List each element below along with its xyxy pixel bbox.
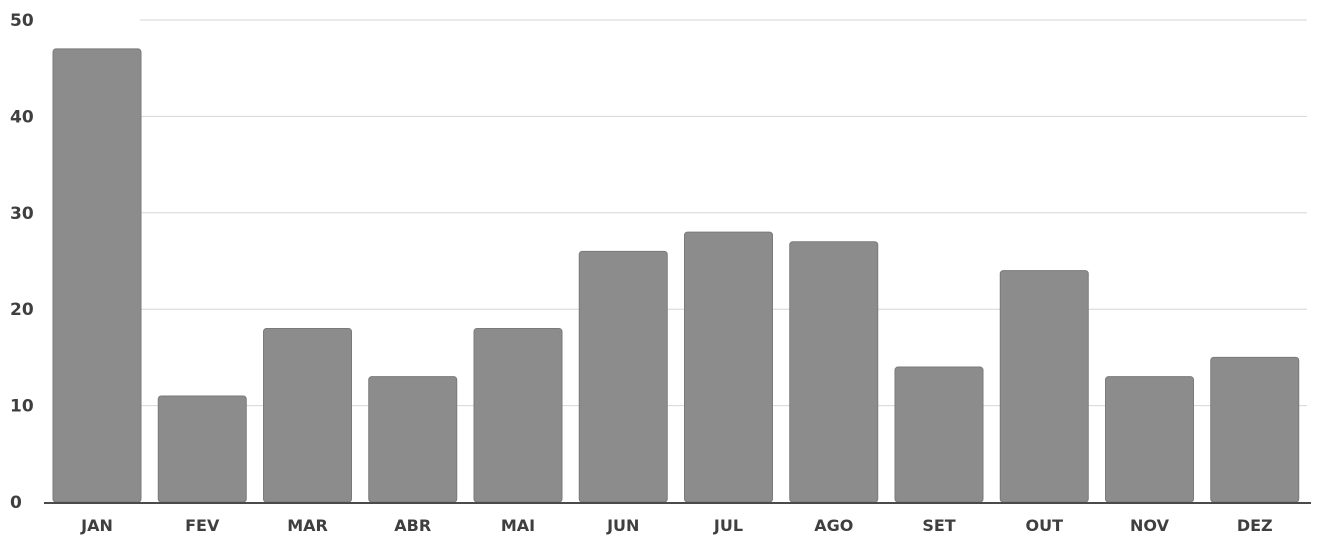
- x-tick-label: AGO: [814, 516, 853, 535]
- bar-mar: [263, 327, 352, 503]
- bar-abr: [368, 376, 458, 503]
- x-tick-label: OUT: [1025, 516, 1063, 535]
- bar-out: [999, 270, 1089, 503]
- x-axis-ticks: JAN FEV MAR ABR MAI JUN JUL AGO SET OUT NOV DEZ: [80, 516, 1273, 535]
- y-tick-label: 10: [10, 397, 34, 417]
- x-tick-label: NOV: [1130, 516, 1170, 535]
- bar-jun: [578, 250, 668, 503]
- y-tick-label: 30: [10, 204, 34, 224]
- x-tick-label: MAR: [287, 516, 328, 535]
- x-tick-label: JUN: [606, 516, 639, 535]
- bar-ago: [789, 241, 879, 503]
- x-tick-label: SET: [922, 516, 955, 535]
- x-tick-label: ABR: [394, 516, 431, 535]
- y-axis-ticks: 0 10 20 30 40 50: [10, 11, 34, 513]
- x-tick-label: JUL: [713, 516, 743, 535]
- bar-mai: [473, 327, 563, 503]
- bar-fev: [157, 395, 247, 503]
- y-tick-label: 40: [10, 107, 34, 127]
- bar-dez: [1210, 356, 1300, 503]
- bar-jan: [52, 48, 142, 503]
- bar-nov: [1105, 376, 1194, 503]
- x-tick-label: JAN: [80, 516, 113, 535]
- y-tick-label: 20: [10, 300, 34, 320]
- x-tick-label: FEV: [185, 516, 220, 535]
- x-tick-label: MAI: [501, 516, 535, 535]
- x-tick-label: DEZ: [1237, 516, 1273, 535]
- bar-jul: [684, 231, 773, 503]
- y-tick-label: 50: [10, 11, 34, 31]
- bars: [52, 48, 1300, 503]
- y-tick-label: 0: [10, 493, 22, 513]
- bar-set: [894, 366, 984, 503]
